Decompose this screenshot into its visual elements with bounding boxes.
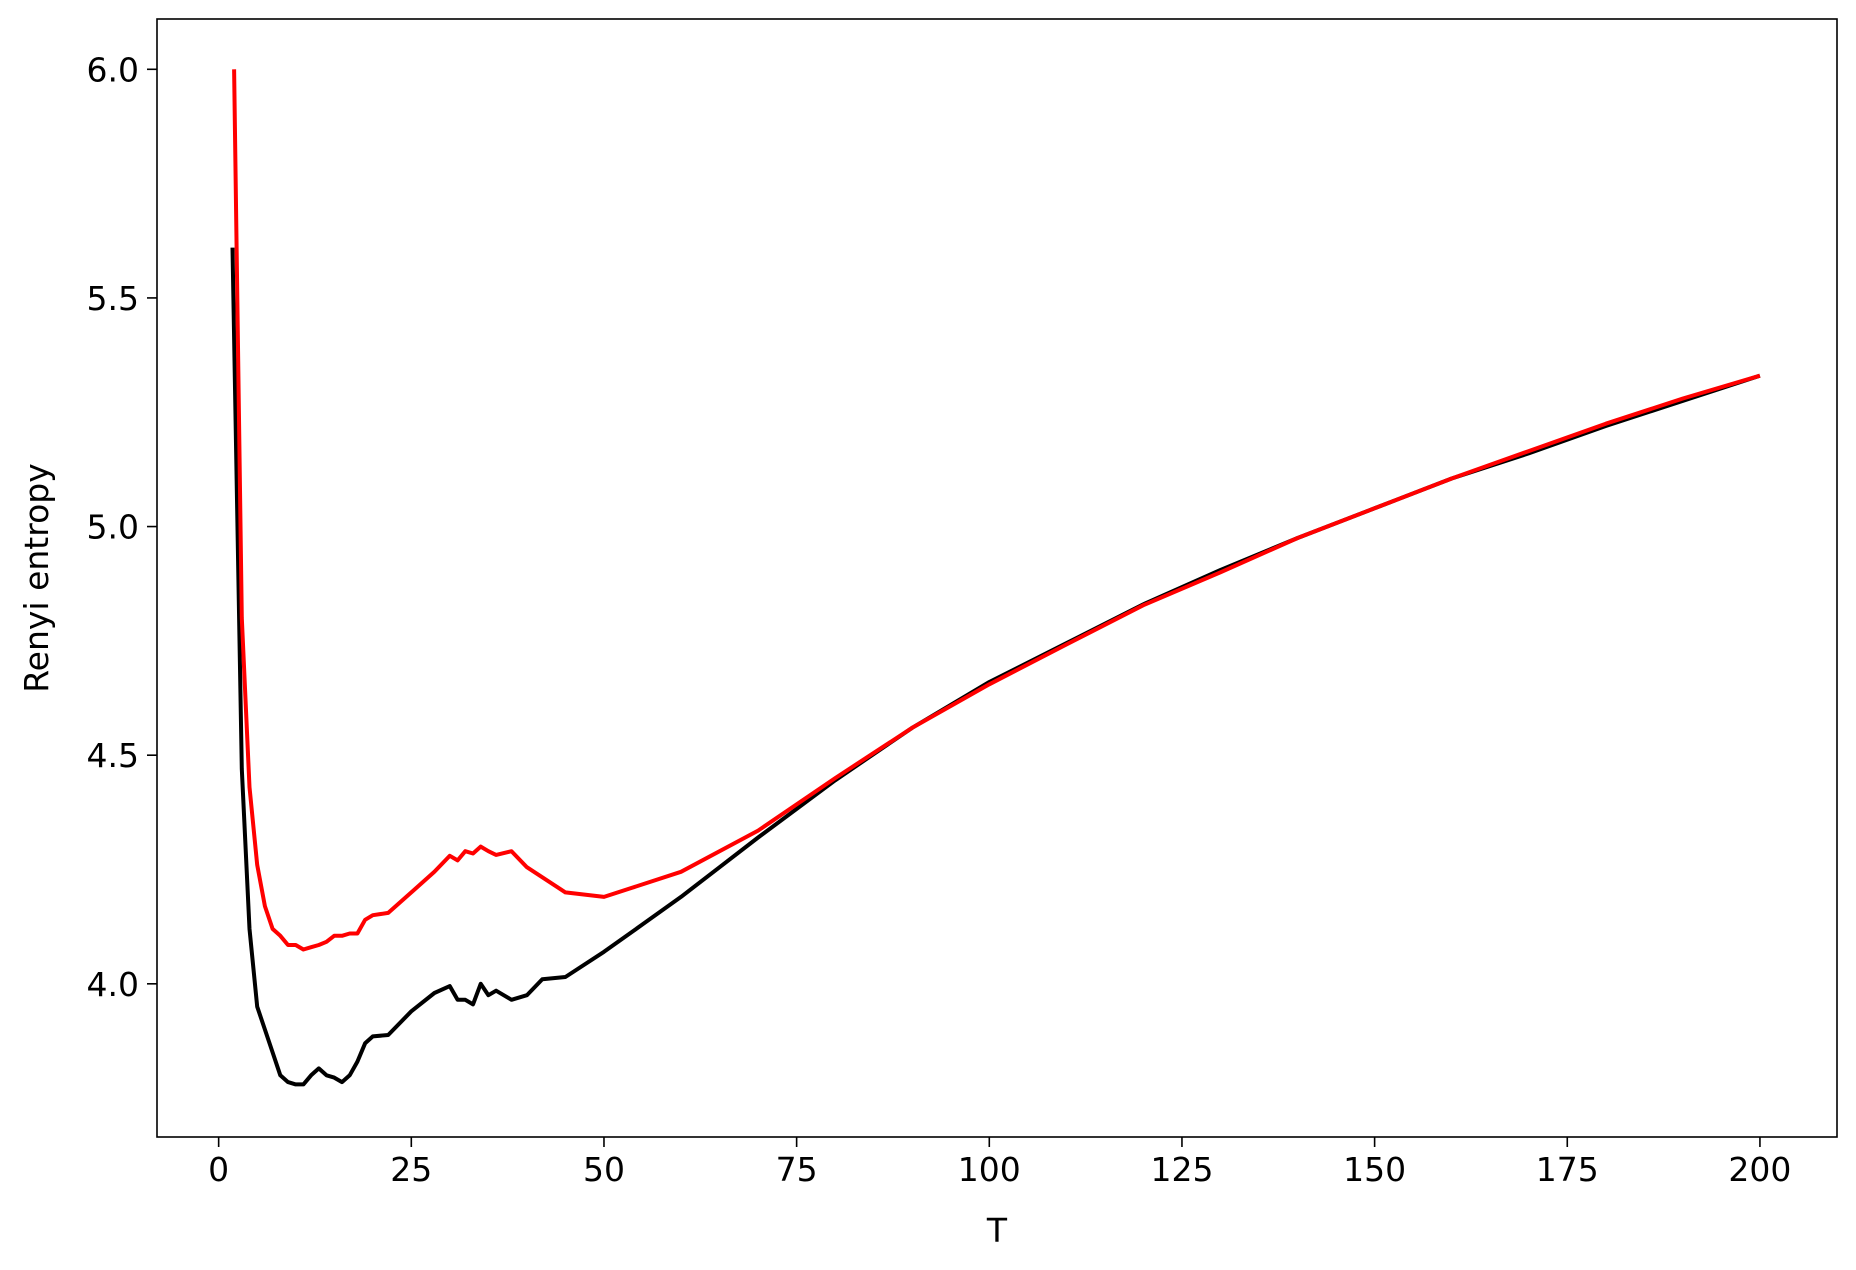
x-tick-label: 0 (208, 1150, 229, 1189)
plot-frame (156, 18, 1838, 1138)
y-tick-label: 6.0 (87, 50, 139, 89)
y-tick-label: 4.0 (87, 965, 139, 1004)
x-axis-label: T (986, 1211, 1008, 1250)
series-layer (230, 69, 1761, 1087)
x-tick-label: 75 (776, 1150, 818, 1189)
y-axis-ticks: 4.0 4.5 5.0 5.5 6.0 (87, 50, 157, 1004)
x-tick-label: 125 (1150, 1150, 1213, 1189)
x-tick-label: 100 (958, 1150, 1021, 1189)
x-tick-label: 200 (1728, 1150, 1791, 1189)
x-tick-label: 50 (583, 1150, 625, 1189)
x-axis-ticks: 0 25 50 75 100 125 150 175 200 (208, 1137, 1791, 1189)
y-axis-label: Renyi entropy (17, 463, 56, 693)
y-tick-label: 5.0 (87, 508, 139, 547)
x-tick-label: 150 (1343, 1150, 1406, 1189)
y-tick-label: 4.5 (87, 736, 139, 775)
x-tick-label: 175 (1536, 1150, 1599, 1189)
series-line-2 (232, 69, 1761, 952)
x-tick-label: 25 (390, 1150, 432, 1189)
y-tick-label: 5.5 (87, 279, 139, 318)
